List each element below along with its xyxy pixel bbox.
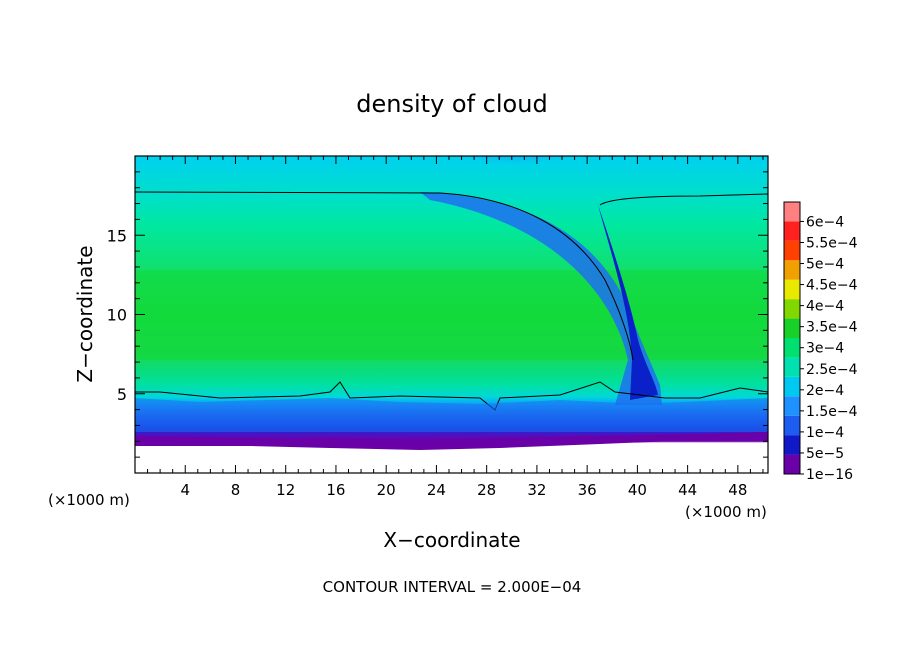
- colorbar-label: 5.5e−4: [806, 235, 858, 251]
- colorbar-label: 4.5e−4: [806, 278, 858, 294]
- x-tick-label: 12: [276, 481, 295, 499]
- colorbar-swatch: [784, 435, 800, 455]
- colorbar-swatch: [784, 202, 800, 222]
- colorbar-label: 1.5e−4: [806, 404, 858, 420]
- colorbar: 1e−16 5e−5 1e−4 1.5e−4 2e−4 2.5e−4 3e−4 3.5e−4 4…: [783, 201, 858, 483]
- x-tick-label: 16: [326, 481, 345, 499]
- x-tick-label: 24: [427, 481, 446, 499]
- colorbar-swatch: [784, 357, 800, 377]
- chart-title: density of cloud: [356, 90, 547, 118]
- surface-layer: [135, 432, 768, 450]
- colorbar-swatch: [784, 318, 800, 338]
- contour-interval-note: CONTOUR INTERVAL = 2.000E−04: [323, 578, 582, 596]
- core-band: [135, 270, 768, 360]
- colorbar-swatch: [784, 415, 800, 436]
- colorbar-label: 5e−5: [806, 446, 844, 462]
- colorbar-label: 5e−4: [806, 257, 844, 273]
- colorbar-label: 3e−4: [806, 341, 844, 357]
- upper-depletion: [425, 156, 605, 196]
- y-axis-label: Z−coordinate: [73, 245, 97, 382]
- colorbar-swatch: [784, 454, 800, 474]
- y-tick-label: 15: [107, 226, 127, 245]
- colorbar-label: 2e−4: [806, 383, 844, 399]
- colorbar-label: 4e−4: [806, 299, 844, 315]
- colorbar-swatch: [784, 260, 800, 280]
- x-tick-label: 28: [477, 481, 496, 499]
- x-tick-label: 8: [231, 481, 241, 499]
- lower-turbulent-band: [135, 398, 768, 432]
- colorbar-swatch: [784, 221, 800, 241]
- x-tick-label: 20: [377, 481, 396, 499]
- colorbar-swatch: [784, 279, 800, 300]
- contour-line-upper: [135, 191, 768, 361]
- x-tick-label: 48: [728, 481, 747, 499]
- x-tick-label: 44: [678, 481, 697, 499]
- x-axis-ticks: 4 8 12 16 20 24 28 32 36 40 44 48: [147, 156, 764, 499]
- x-tick-label: 32: [527, 481, 546, 499]
- x-axis-label: X−coordinate: [383, 528, 520, 552]
- updraft-core: [598, 205, 658, 400]
- colorbar-label: 1e−16: [806, 467, 853, 483]
- y-tick-label: 5: [117, 385, 127, 404]
- colorbar-label: 6e−4: [806, 214, 844, 230]
- colorbar-frame: [783, 201, 801, 475]
- colorbar-swatch: [784, 396, 800, 416]
- colorbar-swatch: [784, 376, 800, 397]
- x-tick-label: 40: [628, 481, 647, 499]
- colorbar-swatch: [784, 240, 800, 261]
- colorbar-swatch: [784, 299, 800, 319]
- colorbar-label: 2.5e−4: [806, 362, 858, 378]
- plot-area: [135, 156, 768, 473]
- colorbar-label: 3.5e−4: [806, 320, 858, 336]
- x-tick-label: 36: [578, 481, 597, 499]
- colorbar-swatch: [784, 338, 800, 358]
- colorbar-label: 1e−4: [806, 425, 844, 441]
- y-axis-ticks: 5 10 15: [107, 171, 768, 458]
- x-tick-label: 4: [180, 481, 190, 499]
- y-tick-label: 10: [107, 306, 127, 325]
- x-unit-right: (×1000 m): [685, 503, 767, 521]
- x-unit-left: (×1000 m): [48, 491, 130, 509]
